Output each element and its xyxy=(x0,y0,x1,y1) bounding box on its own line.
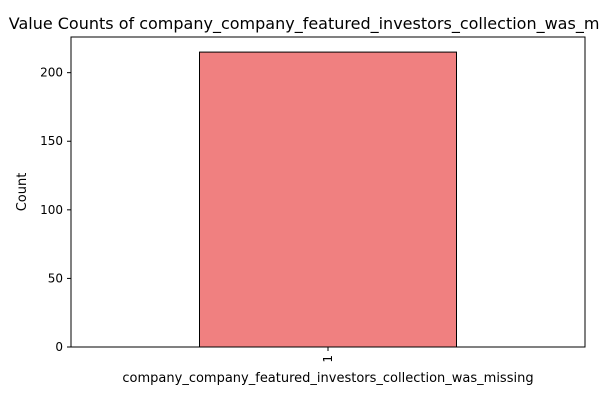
y-axis-label: Count xyxy=(15,173,30,212)
chart-title: Value Counts of company_company_featured… xyxy=(9,14,600,34)
y-tick-label: 50 xyxy=(48,271,63,285)
x-axis-label: company_company_featured_investors_colle… xyxy=(122,371,533,386)
x-axis: 1 xyxy=(321,347,335,363)
y-tick-label: 150 xyxy=(40,134,63,148)
y-tick-label: 0 xyxy=(55,340,63,354)
y-tick-label: 100 xyxy=(40,203,63,217)
y-tick-label: 200 xyxy=(40,66,63,80)
y-axis: 0 50 100 150 200 xyxy=(40,66,71,354)
bar xyxy=(199,51,457,348)
x-tick-label: 1 xyxy=(321,355,335,363)
plot-area xyxy=(199,51,457,348)
